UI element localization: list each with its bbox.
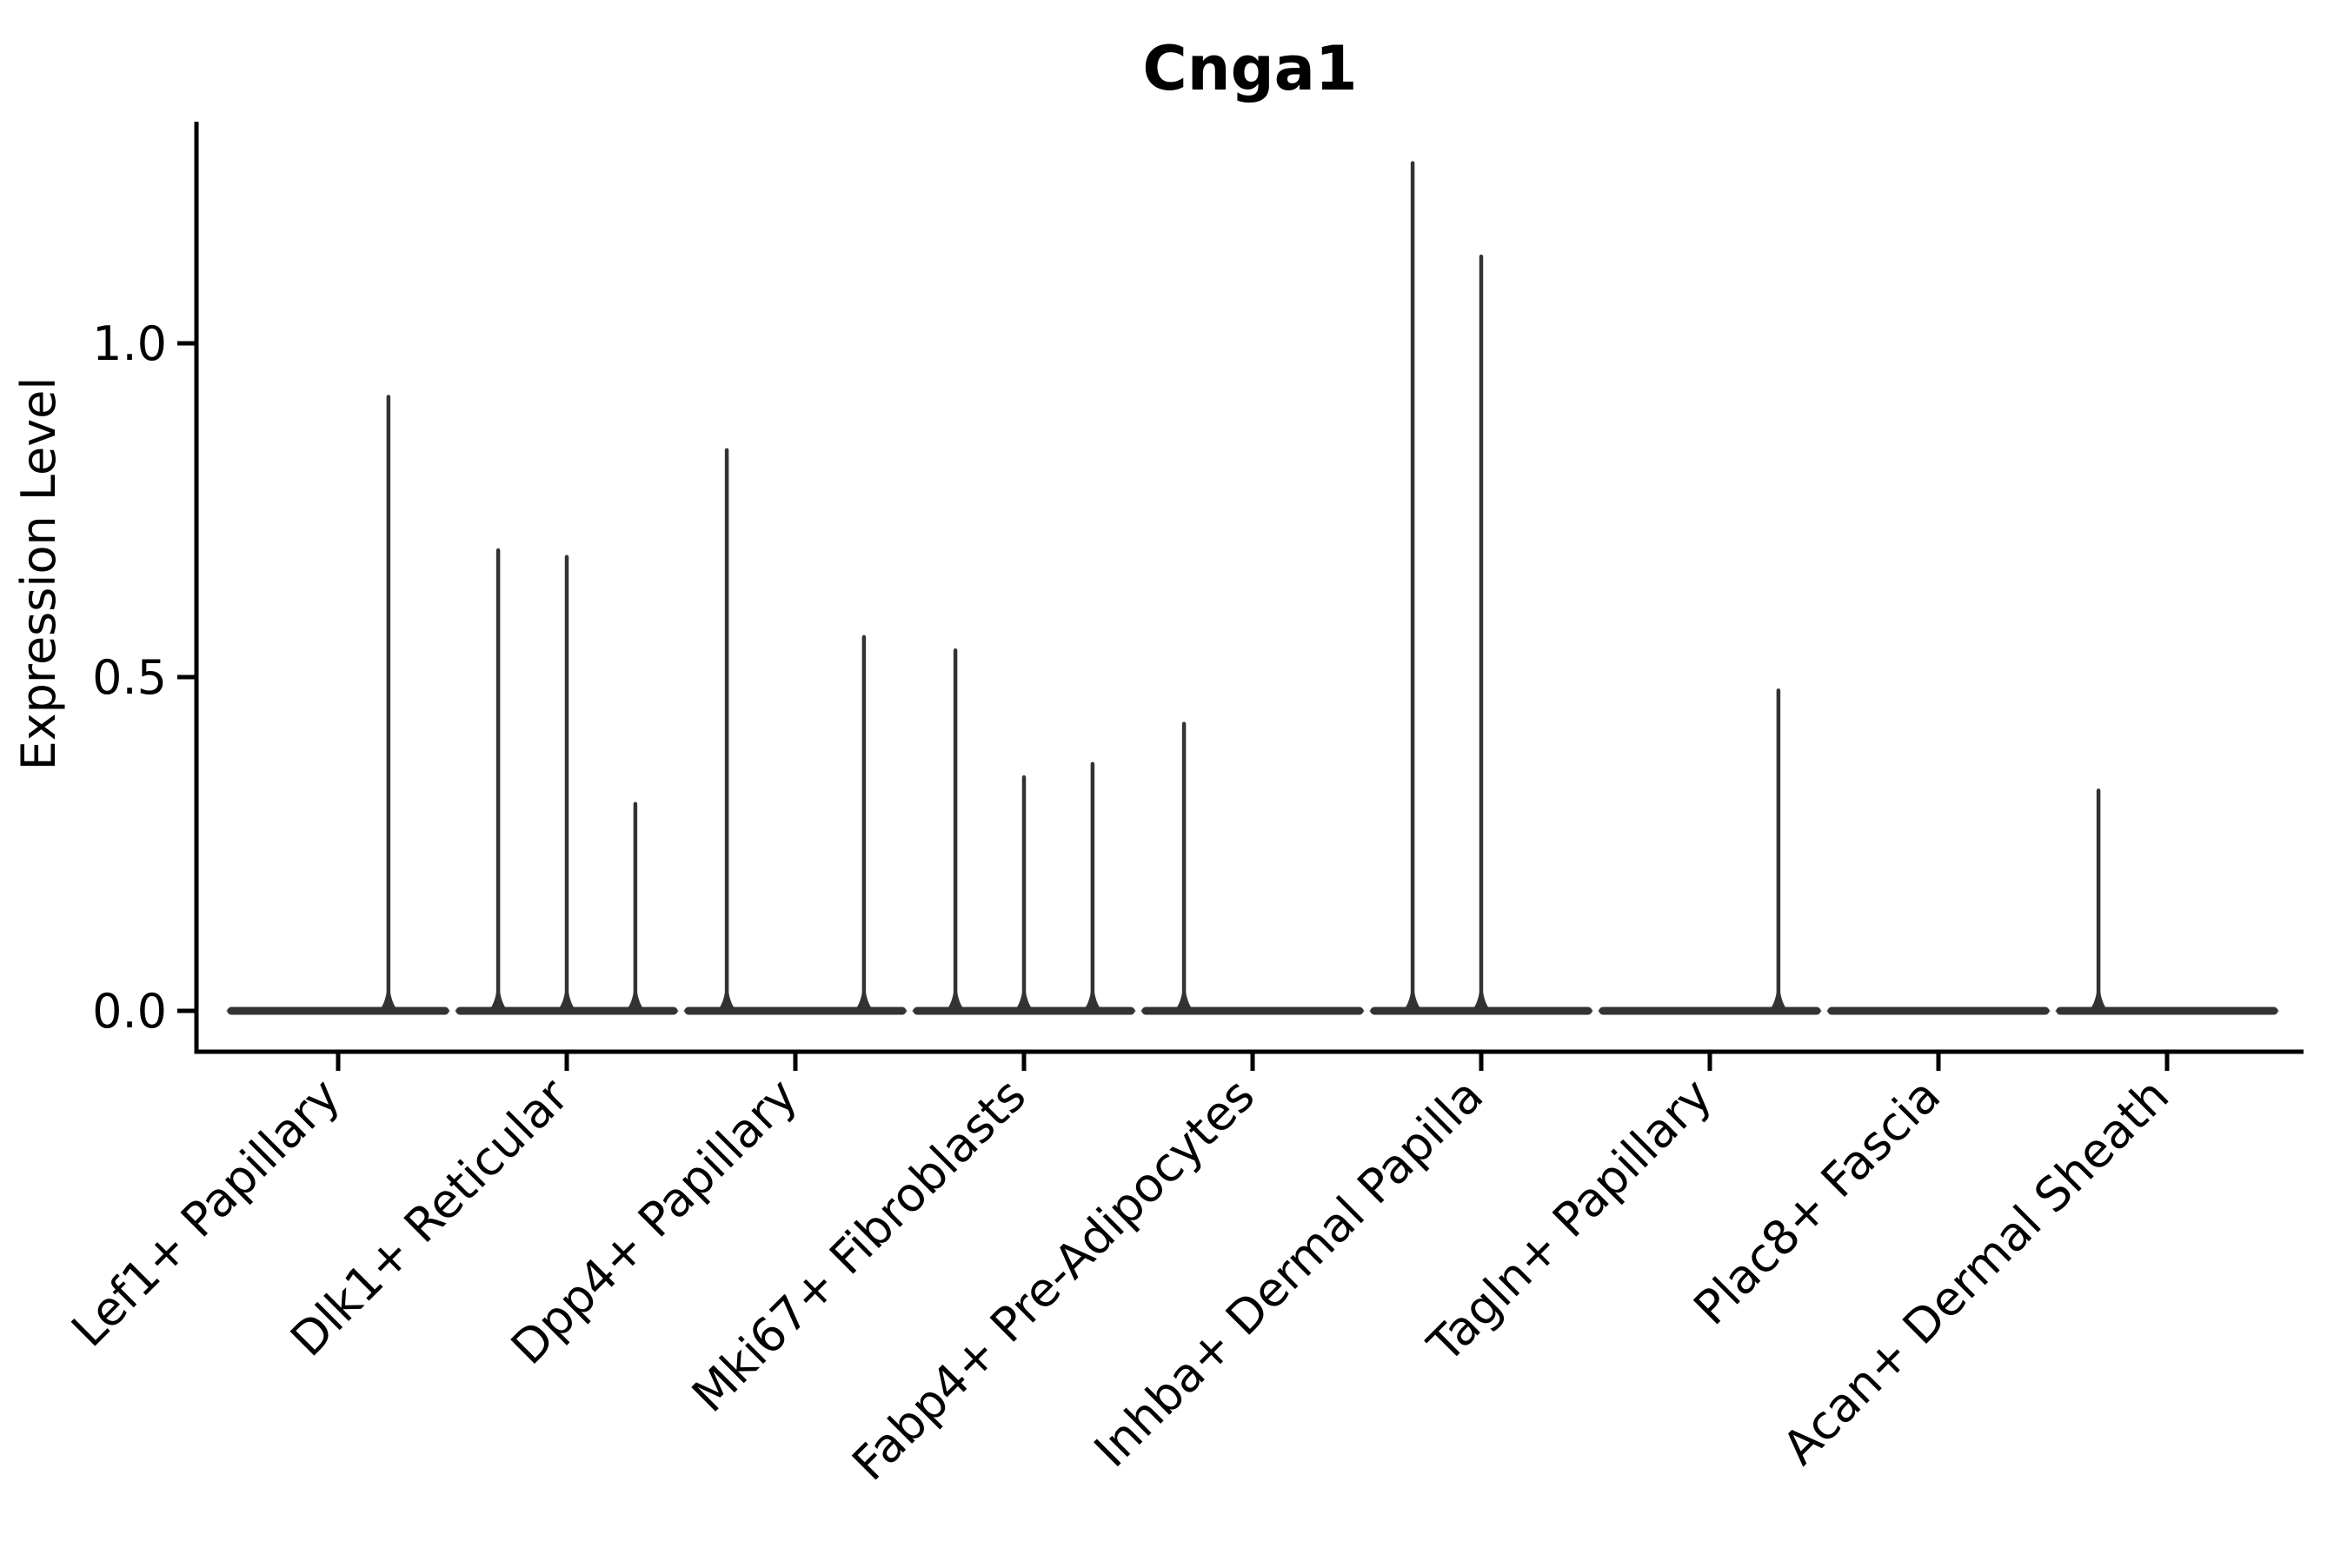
x-tick-label: Acan+ Dermal Sheath [1772,1068,2179,1475]
violin-6 [1369,161,1593,1015]
violin-4 [912,648,1136,1015]
violin-1 [226,395,450,1015]
x-tick-label: Fabp4+ Pre-Adipocytes [841,1068,1265,1492]
violin-3 [683,448,908,1015]
violin-2 [455,548,679,1015]
y-tick-label: 0.0 [92,984,167,1039]
violin-9 [2055,788,2279,1015]
y-ticks: 0.0 0.5 1.0 [92,316,196,1039]
y-tick-label: 0.5 [92,650,167,705]
axes-layer [194,122,2304,1054]
x-tick-label: Inhba+ Dermal Papilla [1084,1068,1493,1478]
y-tick-label: 1.0 [92,316,167,371]
y-axis-label: Expression Level [11,377,66,771]
chart-title: Cnga1 [1142,33,1357,104]
violin-7 [1598,688,1822,1015]
violins [226,161,2279,1015]
x-tick-label: Plac8+ Fascia [1683,1068,1951,1336]
violin-5 [1140,721,1365,1015]
